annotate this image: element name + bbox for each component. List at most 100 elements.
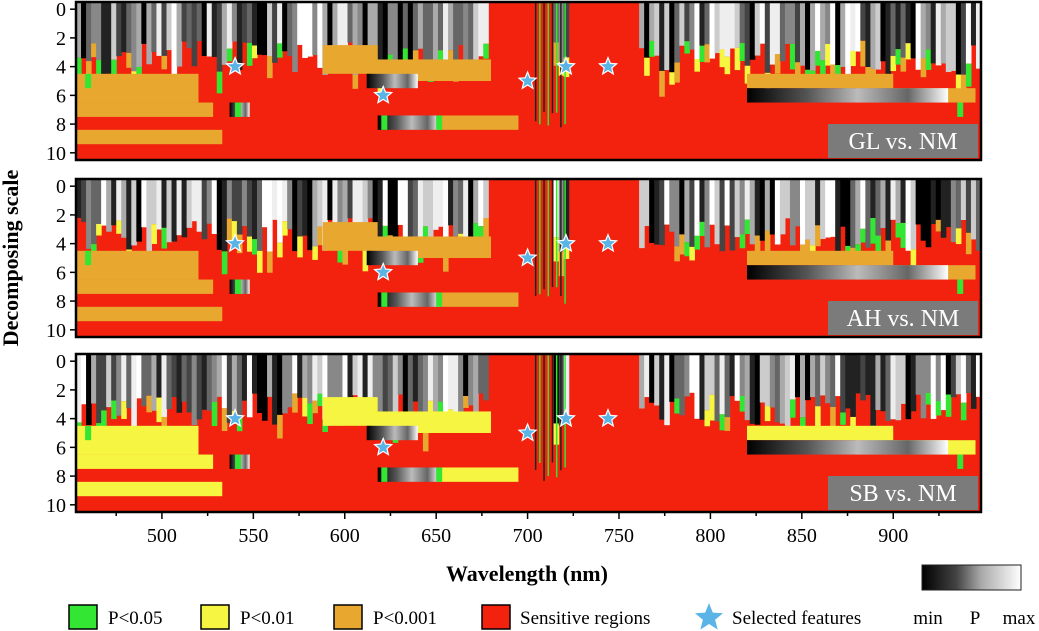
- legend-swatch-sensitive: [481, 604, 511, 630]
- texture-stripe: [277, 179, 283, 243]
- texture-stripe: [744, 179, 751, 220]
- significance-cell: [875, 235, 881, 254]
- texture-stripe: [905, 2, 912, 44]
- significance-cell: [312, 400, 318, 414]
- texture-stripe: [890, 354, 897, 420]
- texture-stripe: [845, 354, 851, 409]
- significance-cell: [156, 397, 163, 423]
- texture-stripe: [815, 354, 821, 407]
- significance-cell: [719, 414, 726, 431]
- texture-stripe: [126, 2, 132, 53]
- texture-stripe: [850, 179, 856, 248]
- texture-stripe: [221, 2, 228, 65]
- texture-stripe: [81, 354, 87, 405]
- texture-stripe: [935, 2, 942, 66]
- texture-stripe: [955, 2, 962, 75]
- x-tick-label: 500: [147, 525, 177, 547]
- texture-stripe: [724, 2, 731, 57]
- texture-stripe: [151, 2, 157, 52]
- significance-cell: [563, 243, 570, 260]
- significance-cell: [317, 393, 323, 407]
- significance-cell: [694, 235, 700, 250]
- texture-stripe: [116, 354, 122, 416]
- texture-stripe: [337, 2, 344, 67]
- texture-stripe: [900, 2, 907, 58]
- texture-stripe: [181, 354, 188, 402]
- texture-stripe: [563, 179, 570, 244]
- texture-stripe: [905, 179, 912, 251]
- texture-stripe: [287, 2, 293, 56]
- significance-cell: [840, 412, 846, 425]
- texture-stripe: [945, 2, 952, 73]
- significance-cell: [226, 218, 233, 241]
- feature-line: [539, 354, 541, 463]
- texture-stripe: [920, 354, 927, 419]
- texture-stripe: [116, 179, 122, 221]
- texture-stripe: [734, 2, 741, 48]
- significance-cell: [789, 43, 796, 70]
- texture-stripe: [915, 179, 922, 225]
- significance-cell: [337, 244, 344, 263]
- texture-stripe: [372, 354, 379, 411]
- significance-cell: [297, 236, 303, 258]
- texture-stripe: [920, 179, 927, 241]
- texture-stripe: [724, 354, 731, 418]
- texture-stripe: [337, 354, 344, 426]
- texture-stripe: [815, 179, 821, 226]
- texture-stripe: [166, 2, 173, 51]
- texture-stripe: [186, 354, 193, 413]
- significance-cell: [381, 467, 388, 482]
- texture-stripe: [739, 354, 746, 396]
- gray-texture: [76, 179, 982, 277]
- texture-stripe: [226, 179, 233, 219]
- texture-stripe: [267, 354, 273, 397]
- texture-stripe: [297, 179, 303, 237]
- texture-stripe: [292, 179, 298, 252]
- texture-stripe: [322, 2, 328, 75]
- legend-swatch-p001: [200, 604, 230, 630]
- texture-stripe: [302, 2, 308, 58]
- feature-line: [551, 2, 554, 114]
- texture-stripe: [367, 179, 374, 219]
- selected-feature-star: [598, 56, 619, 76]
- significance-cell: [885, 240, 892, 254]
- feature-line: [534, 2, 537, 122]
- texture-stripe: [458, 354, 464, 423]
- texture-stripe: [342, 354, 349, 399]
- significance-cell: [96, 60, 102, 86]
- significance-band: [439, 115, 519, 130]
- texture-stripe: [468, 179, 474, 246]
- texture-stripe: [427, 179, 434, 245]
- feature-line: [543, 179, 545, 290]
- legend-label-p001: P<0.01: [240, 608, 295, 629]
- texture-stripe: [412, 2, 419, 51]
- legend: P<0.05 P<0.01 P<0.001 Sensitive regions …: [68, 603, 861, 630]
- texture-stripe: [91, 2, 97, 44]
- texture-stripe: [950, 354, 957, 398]
- significance-cell: [850, 50, 856, 67]
- texture-stripe: [407, 179, 414, 247]
- texture-stripe: [845, 179, 851, 246]
- y-tick-label: 6: [56, 262, 66, 284]
- texture-stripe: [895, 2, 902, 50]
- texture-stripe: [734, 354, 741, 401]
- texture-stripe: [880, 354, 887, 412]
- significance-cell: [111, 59, 117, 86]
- significance-cell: [709, 394, 716, 421]
- x-tick-label: 650: [421, 525, 451, 547]
- significance-cell: [960, 402, 967, 421]
- texture-stripe: [759, 354, 766, 403]
- texture-stripe: [317, 354, 323, 394]
- significance-band: [439, 292, 519, 307]
- significance-cell: [235, 279, 242, 294]
- texture-stripe: [805, 179, 811, 240]
- significance-cell: [704, 410, 711, 427]
- gray-bar: [366, 250, 418, 266]
- significance-cell: [764, 406, 771, 422]
- significance-band: [322, 45, 378, 74]
- y-axis-title: Decomposing scale: [0, 169, 23, 346]
- texture-stripe: [76, 354, 82, 423]
- texture-stripe: [262, 179, 268, 228]
- texture-stripe: [970, 179, 977, 240]
- texture-stripe: [463, 2, 469, 67]
